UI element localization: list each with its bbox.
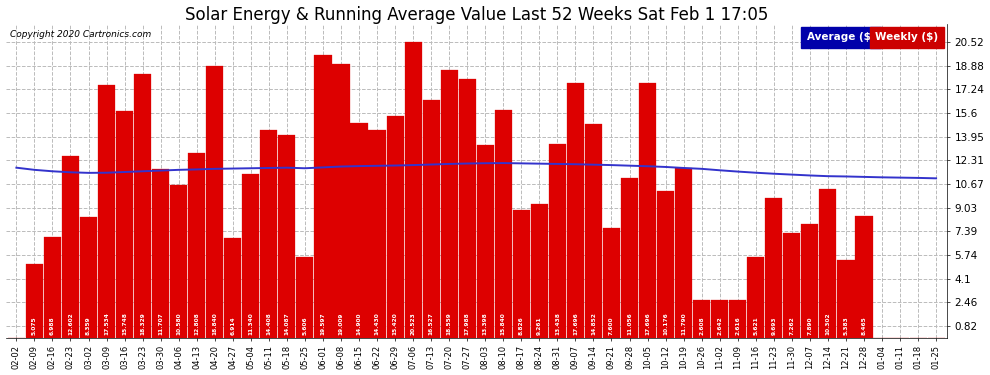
Text: 15.840: 15.840	[501, 313, 506, 335]
Text: 19.597: 19.597	[321, 313, 326, 335]
Text: 19.009: 19.009	[339, 313, 344, 335]
Text: 17.696: 17.696	[645, 313, 650, 335]
Text: 16.527: 16.527	[429, 312, 434, 335]
Text: 14.408: 14.408	[266, 313, 271, 335]
Bar	[98, 85, 115, 338]
Text: 11.056: 11.056	[627, 313, 632, 335]
Bar	[711, 300, 729, 338]
Text: 13.398: 13.398	[483, 313, 488, 335]
Text: 11.707: 11.707	[158, 313, 163, 335]
Text: 14.852: 14.852	[591, 312, 596, 335]
Text: 11.340: 11.340	[248, 313, 253, 335]
Bar	[423, 100, 440, 338]
Bar	[495, 110, 512, 338]
Text: 8.359: 8.359	[86, 317, 91, 335]
Bar	[188, 153, 205, 338]
Text: 7.262: 7.262	[789, 316, 794, 335]
Text: 10.176: 10.176	[663, 313, 668, 335]
Bar	[278, 135, 295, 338]
Bar	[441, 70, 457, 338]
Text: 2.608: 2.608	[699, 317, 704, 335]
Text: 8.826: 8.826	[519, 316, 524, 335]
Text: 2.642: 2.642	[717, 316, 722, 335]
Bar	[458, 79, 476, 338]
Bar	[134, 74, 151, 338]
Text: 6.988: 6.988	[50, 317, 54, 335]
Title: Solar Energy & Running Average Value Last 52 Weeks Sat Feb 1 17:05: Solar Energy & Running Average Value Las…	[184, 6, 768, 24]
Bar	[621, 178, 639, 338]
Bar	[765, 198, 782, 338]
Text: 13.438: 13.438	[555, 312, 560, 335]
Bar	[152, 169, 169, 338]
Text: 15.748: 15.748	[122, 312, 127, 335]
Bar	[386, 116, 404, 338]
Bar	[170, 185, 187, 338]
Text: Copyright 2020 Cartronics.com: Copyright 2020 Cartronics.com	[10, 30, 151, 39]
Bar	[838, 260, 854, 338]
Bar	[80, 217, 97, 338]
Text: 2.616: 2.616	[736, 316, 741, 335]
Bar	[567, 83, 584, 338]
Text: 7.890: 7.890	[808, 317, 813, 335]
Bar	[44, 237, 61, 338]
Text: 5.383: 5.383	[843, 316, 848, 335]
Text: 18.840: 18.840	[212, 313, 217, 335]
Bar	[548, 144, 566, 338]
Text: 5.075: 5.075	[32, 317, 37, 335]
Text: 17.696: 17.696	[573, 313, 578, 335]
Bar	[801, 224, 819, 338]
Text: 7.600: 7.600	[609, 317, 614, 335]
Bar	[26, 264, 43, 338]
Text: 5.606: 5.606	[302, 317, 308, 335]
Bar	[260, 130, 277, 338]
Text: 17.988: 17.988	[464, 313, 469, 335]
Text: 6.914: 6.914	[231, 317, 236, 335]
Bar	[405, 42, 422, 338]
Bar	[206, 66, 224, 338]
Bar	[315, 56, 332, 338]
Bar	[657, 191, 674, 338]
Text: 14.900: 14.900	[356, 313, 361, 335]
Bar	[747, 256, 764, 338]
Bar	[116, 111, 133, 338]
Text: 9.261: 9.261	[537, 317, 542, 335]
Bar	[693, 300, 710, 338]
Bar	[783, 233, 800, 338]
Bar	[333, 64, 349, 338]
Bar	[585, 124, 602, 338]
Text: 15.420: 15.420	[393, 313, 398, 335]
Text: 17.534: 17.534	[104, 312, 109, 335]
Bar	[62, 156, 79, 338]
Text: 8.465: 8.465	[861, 316, 866, 335]
Bar	[675, 168, 692, 338]
Text: 9.693: 9.693	[771, 317, 776, 335]
Bar	[224, 238, 242, 338]
Text: 12.808: 12.808	[194, 313, 199, 335]
Bar	[368, 130, 386, 338]
Text: 14.087: 14.087	[284, 313, 289, 335]
Bar	[603, 228, 620, 338]
Text: 12.602: 12.602	[68, 313, 73, 335]
Bar	[477, 145, 494, 338]
Text: 20.523: 20.523	[411, 313, 416, 335]
Bar	[243, 174, 259, 338]
Bar	[639, 83, 656, 338]
Bar	[513, 210, 530, 338]
Text: 10.302: 10.302	[826, 313, 831, 335]
Legend: Average ($), Weekly ($): Average ($), Weekly ($)	[804, 29, 941, 45]
Text: 10.580: 10.580	[176, 313, 181, 335]
Bar	[855, 216, 872, 338]
Bar	[531, 204, 547, 338]
Text: 18.329: 18.329	[141, 313, 146, 335]
Bar	[296, 257, 314, 338]
Bar	[350, 123, 367, 338]
Text: 18.559: 18.559	[446, 313, 451, 335]
Text: 5.621: 5.621	[753, 316, 758, 335]
Bar	[820, 189, 837, 338]
Text: 11.790: 11.790	[681, 313, 686, 335]
Bar	[730, 300, 746, 338]
Text: 14.430: 14.430	[374, 313, 379, 335]
